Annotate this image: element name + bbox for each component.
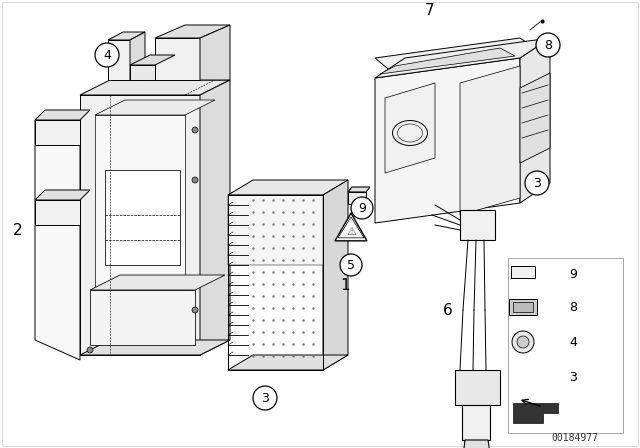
Text: ⚠: ⚠ [346, 227, 356, 237]
Text: 1: 1 [340, 277, 350, 293]
Polygon shape [348, 187, 370, 192]
Polygon shape [520, 73, 550, 163]
Text: 3: 3 [569, 370, 577, 383]
Polygon shape [348, 192, 366, 204]
Polygon shape [108, 32, 145, 40]
Polygon shape [80, 340, 230, 355]
Polygon shape [380, 48, 515, 74]
Text: 7: 7 [425, 3, 435, 17]
Circle shape [536, 33, 560, 57]
Polygon shape [375, 38, 550, 78]
Polygon shape [35, 200, 80, 225]
Polygon shape [228, 355, 348, 370]
Text: 8: 8 [544, 39, 552, 52]
Text: 8: 8 [569, 301, 577, 314]
Polygon shape [455, 370, 500, 405]
Polygon shape [228, 180, 348, 195]
Polygon shape [509, 299, 537, 315]
Polygon shape [462, 405, 490, 440]
Text: 9: 9 [569, 267, 577, 280]
Circle shape [512, 331, 534, 353]
Polygon shape [375, 38, 550, 83]
Polygon shape [80, 80, 230, 95]
Text: 2: 2 [13, 223, 23, 237]
Polygon shape [513, 302, 533, 312]
Circle shape [340, 254, 362, 276]
Circle shape [87, 347, 93, 353]
Polygon shape [35, 120, 80, 360]
Circle shape [192, 307, 198, 313]
Polygon shape [460, 210, 495, 240]
Polygon shape [460, 66, 520, 215]
Circle shape [517, 336, 529, 348]
Polygon shape [513, 403, 558, 423]
Polygon shape [95, 100, 215, 115]
Polygon shape [108, 40, 130, 80]
Polygon shape [385, 83, 435, 173]
Polygon shape [130, 55, 175, 65]
Polygon shape [200, 25, 230, 80]
Polygon shape [90, 275, 225, 290]
Text: 4: 4 [103, 48, 111, 61]
Polygon shape [130, 65, 155, 80]
Circle shape [192, 177, 198, 183]
Polygon shape [228, 195, 323, 265]
Polygon shape [511, 266, 535, 278]
Polygon shape [35, 120, 80, 145]
Polygon shape [155, 38, 200, 80]
Circle shape [253, 386, 277, 410]
Text: 5: 5 [347, 258, 355, 271]
Circle shape [525, 171, 549, 195]
Polygon shape [105, 170, 180, 265]
Polygon shape [80, 95, 200, 355]
Text: 9: 9 [358, 202, 366, 215]
Text: 4: 4 [569, 336, 577, 349]
Text: 3: 3 [261, 392, 269, 405]
Polygon shape [200, 80, 230, 355]
Text: 3: 3 [533, 177, 541, 190]
Polygon shape [35, 190, 90, 200]
Circle shape [95, 43, 119, 67]
Polygon shape [462, 440, 492, 448]
Polygon shape [520, 38, 550, 203]
Polygon shape [335, 213, 367, 241]
Circle shape [351, 197, 373, 219]
Text: 6: 6 [443, 302, 453, 318]
Text: 00184977: 00184977 [552, 433, 598, 443]
Circle shape [192, 127, 198, 133]
Polygon shape [90, 290, 195, 345]
Polygon shape [35, 110, 90, 120]
Polygon shape [130, 32, 145, 80]
Polygon shape [323, 180, 348, 370]
Polygon shape [508, 258, 623, 433]
Polygon shape [155, 25, 230, 38]
Polygon shape [375, 58, 520, 223]
Polygon shape [95, 115, 185, 340]
